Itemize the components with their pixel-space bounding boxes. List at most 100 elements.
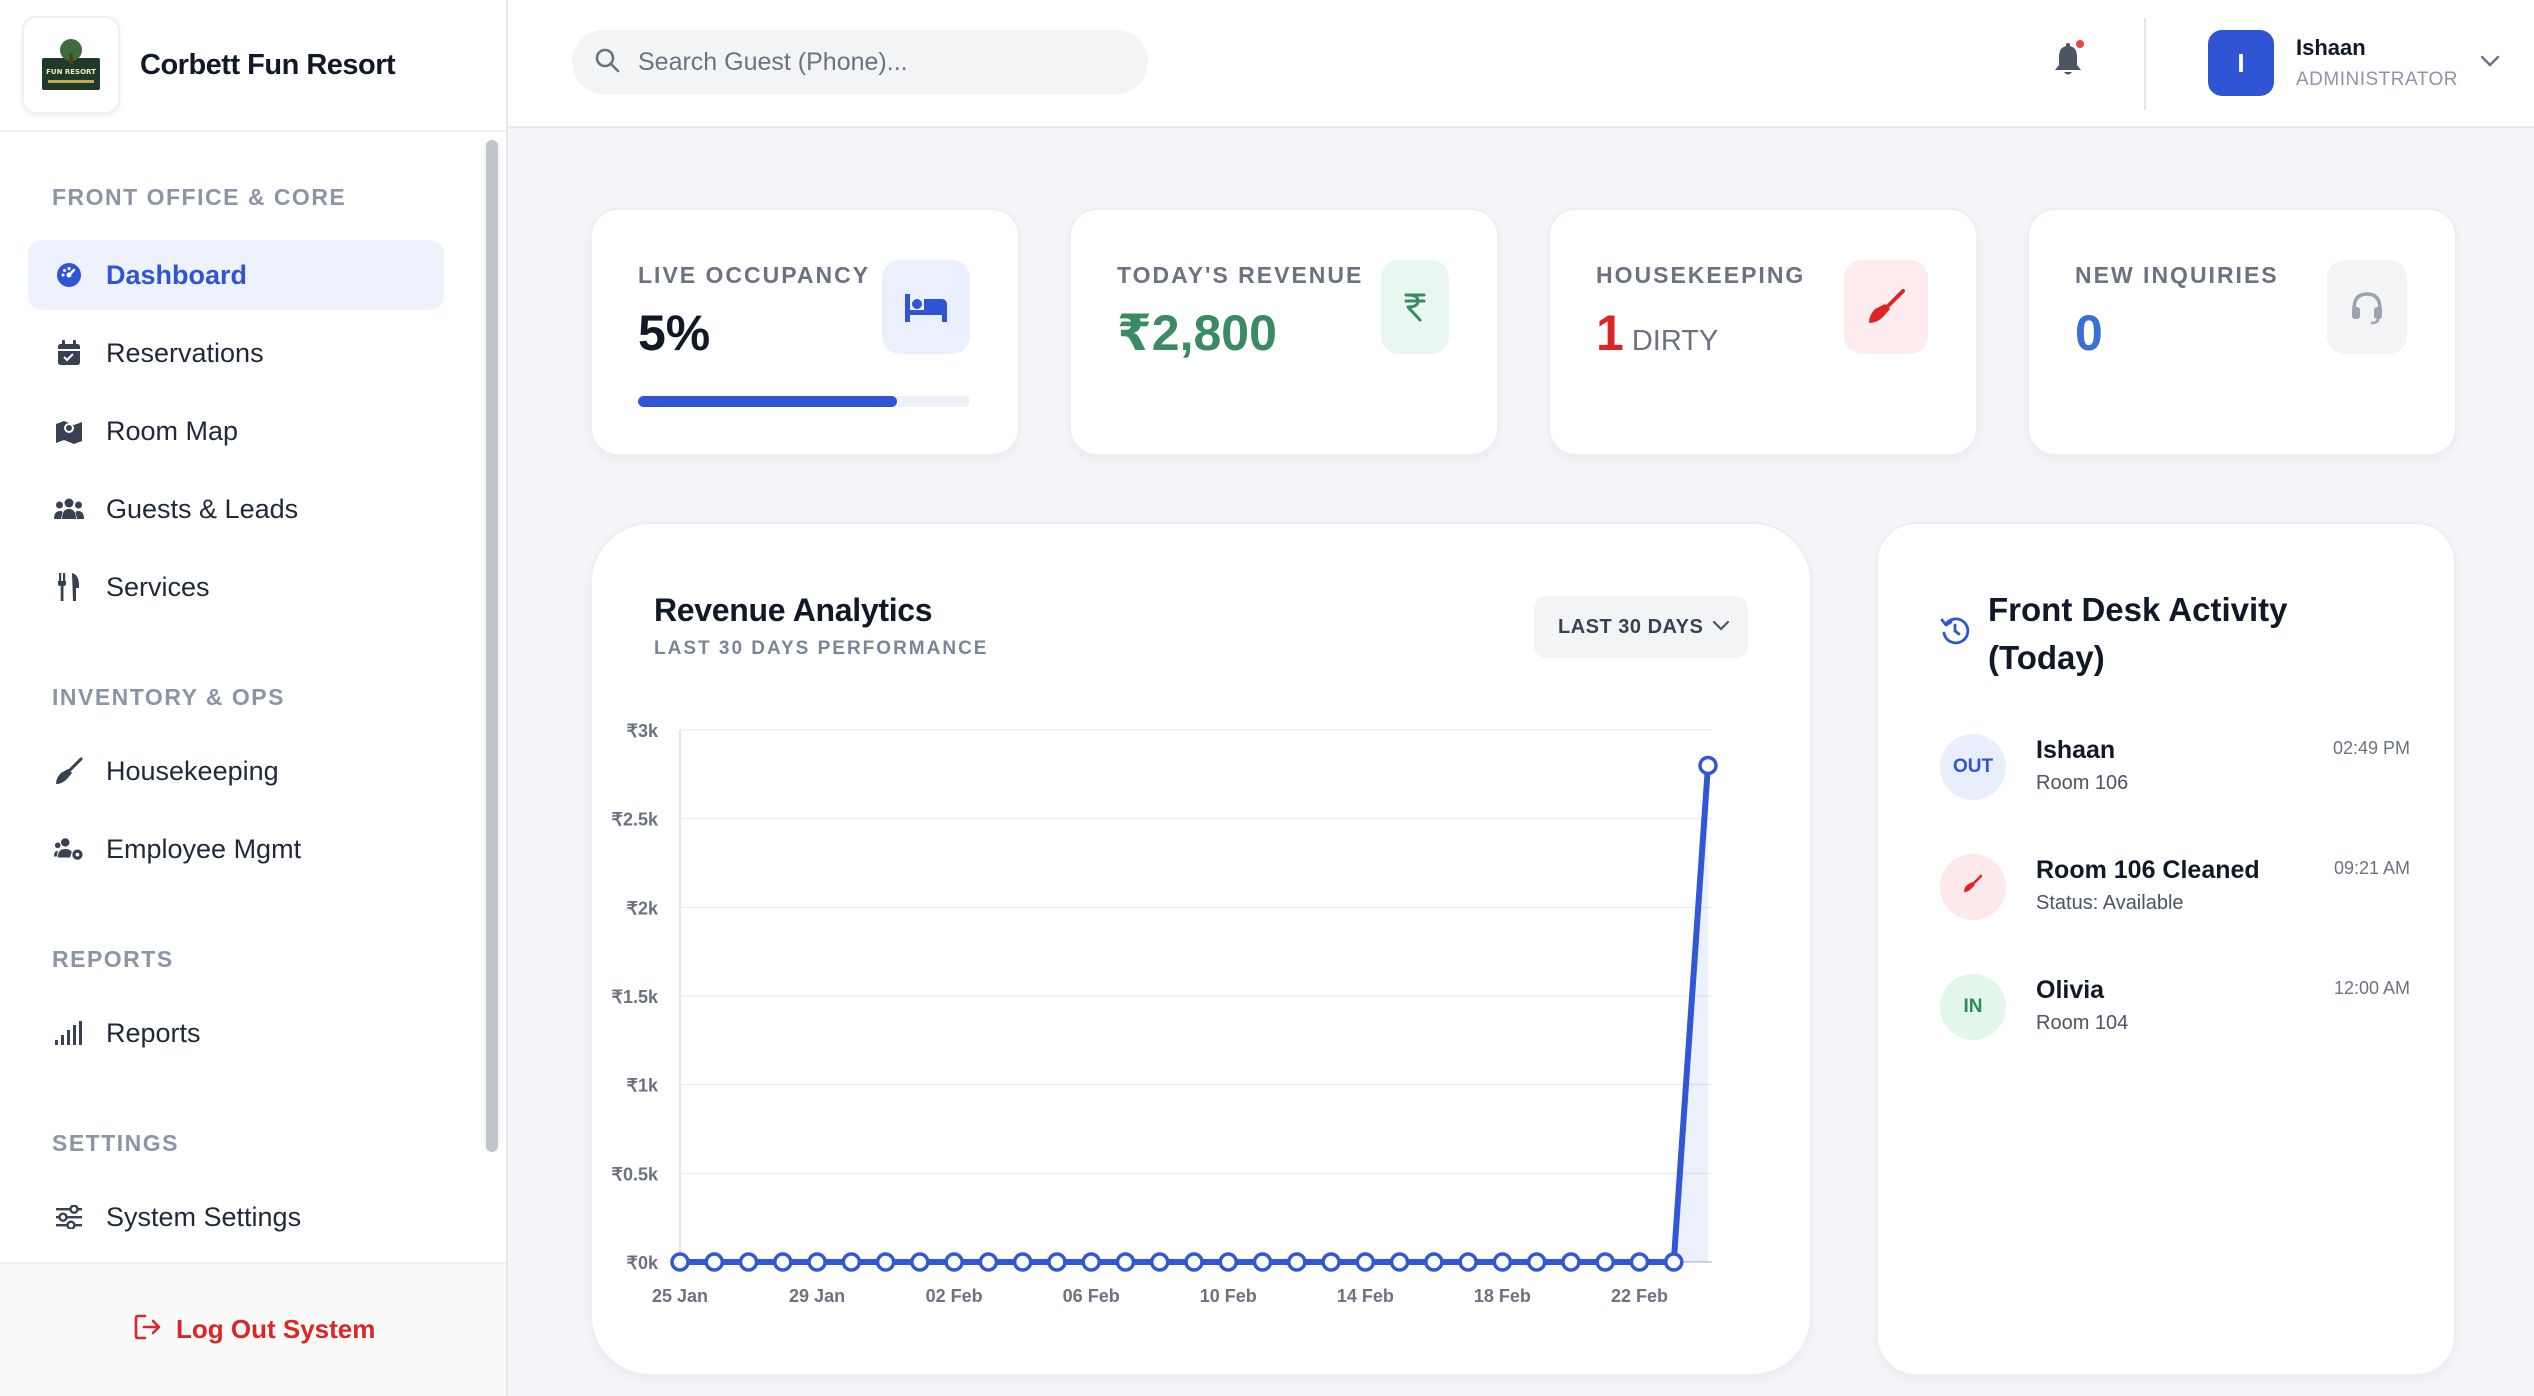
search-icon: [594, 47, 620, 78]
revenue-point: [1184, 1252, 1204, 1272]
occupancy-label: LIVE OCCUPANCY: [638, 262, 871, 288]
sidebar-item-label: Reservations: [106, 337, 264, 368]
avatar: I: [2208, 30, 2274, 96]
broom-icon: [1844, 260, 1928, 354]
activity-item[interactable]: Room 106 Cleaned Status: Available 09:21…: [1940, 854, 2410, 924]
resort-logo[interactable]: FUN RESORT: [22, 16, 120, 114]
nav-section-settings: SETTINGS: [52, 1130, 180, 1156]
front-desk-activity-card: Front Desk Activity (Today) OUT Ishaan R…: [1876, 522, 2456, 1376]
inquiries-value: 0: [2075, 305, 2103, 361]
sidebar-item-room-map[interactable]: Room Map: [28, 396, 444, 466]
logout-button[interactable]: Log Out System: [134, 1314, 375, 1345]
sidebar-item-label: Dashboard: [106, 259, 248, 290]
revenue-point: [1561, 1252, 1581, 1272]
sidebar-scrollbar[interactable]: [484, 140, 500, 1152]
sidebar-item-services[interactable]: Services: [28, 552, 444, 622]
x-tick-label: 10 Feb: [1200, 1286, 1257, 1306]
revenue-point: [773, 1252, 793, 1272]
user-role: ADMINISTRATOR: [2296, 69, 2459, 90]
brand-header: FUN RESORT Corbett Fun Resort: [0, 0, 506, 132]
chevron-down-icon: [2480, 54, 2500, 72]
x-tick-label: 14 Feb: [1337, 1286, 1394, 1306]
x-tick-label: 02 Feb: [926, 1286, 983, 1306]
activity-item[interactable]: IN Olivia Room 104 12:00 AM: [1940, 974, 2410, 1044]
activity-time: 09:21 AM: [2333, 858, 2410, 878]
broom-icon: [1963, 874, 1983, 900]
top-header: I Ishaan ADMINISTRATOR: [508, 0, 2534, 128]
search-bar[interactable]: [572, 30, 1148, 94]
sidebar-item-reservations[interactable]: Reservations: [28, 318, 444, 388]
x-tick-label: 06 Feb: [1063, 1286, 1120, 1306]
logo-text: FUN RESORT: [46, 68, 96, 76]
rupee-icon: [1381, 260, 1449, 354]
sidebar-item-employee-mgmt[interactable]: Employee Mgmt: [28, 814, 444, 884]
sidebar-item-label: Guests & Leads: [106, 493, 299, 524]
revenue-point: [1355, 1252, 1376, 1272]
date-range-dropdown[interactable]: LAST 30 DAYS: [1534, 596, 1748, 658]
revenue-point: [1492, 1252, 1513, 1272]
user-profile-menu[interactable]: I Ishaan ADMINISTRATOR: [2208, 30, 2500, 96]
housekeeping-label: HOUSEKEEPING: [1596, 262, 1806, 288]
bell-icon: [2053, 42, 2083, 82]
occupancy-progress-fill: [638, 396, 897, 407]
dirty-unit: DIRTY: [1631, 325, 1719, 357]
activity-item[interactable]: OUT Ishaan Room 106 02:49 PM: [1940, 734, 2410, 804]
broom-icon: [54, 756, 84, 786]
notification-dot: [2076, 40, 2084, 48]
x-tick-label: 25 Jan: [652, 1286, 708, 1306]
sidebar-item-label: Reports: [106, 1017, 201, 1048]
revenue-point: [670, 1252, 690, 1272]
logout-label: Log Out System: [176, 1314, 376, 1344]
revenue-point: [1698, 755, 1718, 776]
search-input[interactable]: [638, 47, 1118, 77]
revenue-point: [1424, 1252, 1444, 1272]
sidebar-item-guests-leads[interactable]: Guests & Leads: [28, 474, 444, 544]
sidebar: FUN RESORT Corbett Fun Resort FRONT OFFI…: [0, 0, 508, 1396]
sidebar-item-system-settings[interactable]: System Settings: [28, 1182, 444, 1252]
activity-name: Olivia: [2036, 976, 2105, 1004]
revenue-point: [1389, 1252, 1410, 1272]
users-icon: [54, 494, 84, 524]
activity-time: 02:49 PM: [2332, 738, 2410, 758]
sidebar-item-dashboard[interactable]: Dashboard: [28, 240, 444, 310]
activity-title: Front Desk Activity (Today): [1988, 591, 2288, 676]
y-tick-label: ₹1k: [627, 1076, 659, 1096]
revenue-point: [1458, 1252, 1478, 1272]
revenue-label: TODAY'S REVENUE: [1117, 262, 1364, 288]
nav-section-reports: REPORTS: [52, 946, 174, 972]
chevron-down-icon: [1712, 618, 1730, 636]
revenue-point: [1629, 1252, 1650, 1272]
sidebar-item-reports[interactable]: Reports: [28, 998, 444, 1068]
sidebar-nav: FRONT OFFICE & CORE Dashboard Reservatio…: [0, 132, 478, 1262]
sidebar-item-label: Services: [106, 571, 210, 602]
nav-section-front-office: FRONT OFFICE & CORE: [52, 184, 347, 210]
occupancy-value: 5%: [638, 305, 711, 361]
date-range-label: LAST 30 DAYS: [1558, 615, 1704, 638]
notifications-button[interactable]: [2046, 40, 2090, 84]
headset-icon: [2327, 260, 2407, 354]
analytics-subtitle: LAST 30 DAYS PERFORMANCE: [654, 638, 989, 659]
revenue-point: [1115, 1252, 1136, 1272]
revenue-point: [704, 1252, 725, 1272]
scrollbar-thumb[interactable]: [486, 140, 498, 1152]
logout-area: Log Out System: [0, 1262, 506, 1396]
y-tick-label: ₹3k: [627, 721, 659, 741]
housekeeping-card: HOUSEKEEPING 1 DIRTY: [1548, 208, 1978, 456]
revenue-point: [1321, 1252, 1341, 1272]
revenue-line-chart: ₹0k ₹0.5k ₹1k ₹1.5k ₹2k ₹2.5k ₹3k 25 Jan 29 Jan 0…: [612, 721, 1718, 1306]
x-tick-label: 18 Feb: [1474, 1286, 1531, 1306]
activity-badge-cleaned: [1940, 854, 2006, 920]
dirty-count: 1: [1596, 305, 1624, 361]
activity-badge-out: OUT: [1940, 734, 2006, 800]
occupancy-card: LIVE OCCUPANCY 5%: [590, 208, 1020, 456]
user-name: Ishaan: [2296, 35, 2366, 60]
y-tick-label: ₹2.5k: [612, 810, 659, 830]
revenue-point: [1047, 1252, 1067, 1272]
x-tick-label: 29 Jan: [789, 1286, 845, 1306]
users-gear-icon: [54, 834, 84, 864]
revenue-area: [680, 765, 1708, 1262]
revenue-analytics-card: Revenue Analytics LAST 30 DAYS PERFORMAN…: [590, 522, 1812, 1376]
sidebar-item-housekeeping[interactable]: Housekeeping: [28, 736, 444, 806]
revenue-value: ₹2,800: [1117, 305, 1277, 361]
map-icon: [54, 416, 84, 446]
